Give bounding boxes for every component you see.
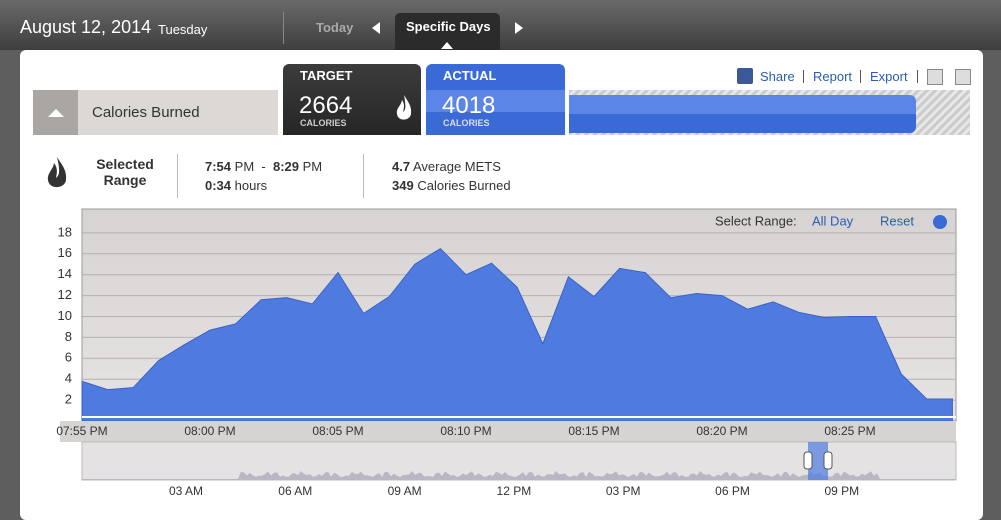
metric-box <box>78 90 278 135</box>
chart: Select Range: All Day Reset 2 4 6 8 10 12 14 16… <box>56 208 957 498</box>
link-sep <box>860 70 861 83</box>
timeline-label: 06 AM <box>278 484 312 498</box>
share-link[interactable]: Share <box>760 69 795 84</box>
selection-title: Selected Range <box>96 156 154 188</box>
x-tick-label: 08:20 PM <box>696 424 747 438</box>
calories-label: Calories Burned <box>417 178 511 193</box>
x-tick-label: 08:10 PM <box>440 424 491 438</box>
minimize-button[interactable] <box>955 69 971 85</box>
y-tick-label: 10 <box>58 308 72 323</box>
link-sep <box>917 70 918 83</box>
range-times: 7:54 PM - 8:29 PM <box>205 159 322 174</box>
actual-highlight <box>426 90 565 112</box>
calories-value: 349 <box>392 178 414 193</box>
mets-label: Average METS <box>412 159 501 174</box>
timeline-activity <box>82 471 956 480</box>
range-separator: - <box>261 159 266 174</box>
target-label: TARGET <box>300 68 353 83</box>
y-tick-label: 12 <box>58 287 72 302</box>
export-link[interactable]: Export <box>870 69 908 84</box>
top-bar <box>0 0 1001 50</box>
divider <box>363 154 364 198</box>
flame-icon <box>396 95 412 120</box>
flame-icon <box>47 157 67 188</box>
x-axis-band <box>60 421 956 442</box>
duration-unit: hours <box>234 178 268 193</box>
target-value: 2664 <box>299 92 353 119</box>
mets-value: 4.7 <box>392 159 411 174</box>
tab-pointer <box>441 42 453 49</box>
link-sep <box>803 70 804 83</box>
y-tick-label: 16 <box>58 245 72 260</box>
timeline-label: 03 AM <box>169 484 203 498</box>
prev-arrow[interactable] <box>372 22 380 34</box>
calories: 349 Calories Burned <box>392 178 511 193</box>
tab-specific-label[interactable]: Specific Days <box>406 19 491 34</box>
end-period: PM <box>302 159 323 174</box>
end-time: 8:29 <box>272 159 299 174</box>
mets: 4.7 Average METS <box>392 159 501 174</box>
actual-value: 4018 <box>442 92 496 119</box>
x-tick-label: 07:55 PM <box>56 424 107 438</box>
report-link[interactable]: Report <box>813 69 853 84</box>
start-time: 7:54 <box>205 159 232 174</box>
duration-value: 0:34 <box>205 178 232 193</box>
area <box>81 247 953 422</box>
timeline-handle[interactable] <box>823 451 833 470</box>
select-range-label: Select Range: <box>715 213 797 228</box>
x-tick-label: 08:00 PM <box>184 424 235 438</box>
y-tick-label: 4 <box>65 371 72 386</box>
y-tick-label: 18 <box>58 224 72 239</box>
weekday: Tuesday <box>158 22 208 37</box>
x-tick-label: 08:15 PM <box>568 424 619 438</box>
timeline-label: 09 PM <box>824 484 859 498</box>
x-tick-label: 08:25 PM <box>824 424 875 438</box>
timeline-label: 09 AM <box>388 484 422 498</box>
baseline <box>82 416 956 418</box>
target-box <box>283 64 421 135</box>
timeline-selection[interactable] <box>808 442 828 480</box>
timeline-label: 06 PM <box>715 484 750 498</box>
metric-name: Calories Burned <box>92 104 200 121</box>
y-tick-label: 14 <box>58 266 72 281</box>
help-icon[interactable] <box>933 215 947 229</box>
date: August 12, 2014 <box>20 17 152 37</box>
actual-unit: CALORIES <box>443 118 490 128</box>
divider <box>283 12 284 44</box>
collapse-arrow <box>48 109 64 117</box>
y-tick-label: 8 <box>65 329 72 344</box>
all-day-link[interactable]: All Day <box>812 213 854 228</box>
start-period: PM <box>234 159 255 174</box>
timeline-handle[interactable] <box>803 451 813 470</box>
x-tick-label: 08:05 PM <box>312 424 363 438</box>
facebook-icon[interactable] <box>737 68 753 84</box>
target-unit: CALORIES <box>300 118 347 128</box>
y-tick-label: 6 <box>65 350 72 365</box>
timeline-label: 12 PM <box>497 484 532 498</box>
timeline-label: 03 PM <box>606 484 641 498</box>
reset-link[interactable]: Reset <box>880 213 914 228</box>
divider <box>177 154 178 198</box>
tab-today[interactable]: Today <box>316 20 354 35</box>
progress-fill <box>569 95 916 133</box>
actual-label: ACTUAL <box>443 68 497 83</box>
duration: 0:34 hours <box>205 178 267 193</box>
next-arrow[interactable] <box>515 22 523 34</box>
y-tick-label: 2 <box>65 392 72 407</box>
dropdown-button[interactable] <box>927 69 943 85</box>
